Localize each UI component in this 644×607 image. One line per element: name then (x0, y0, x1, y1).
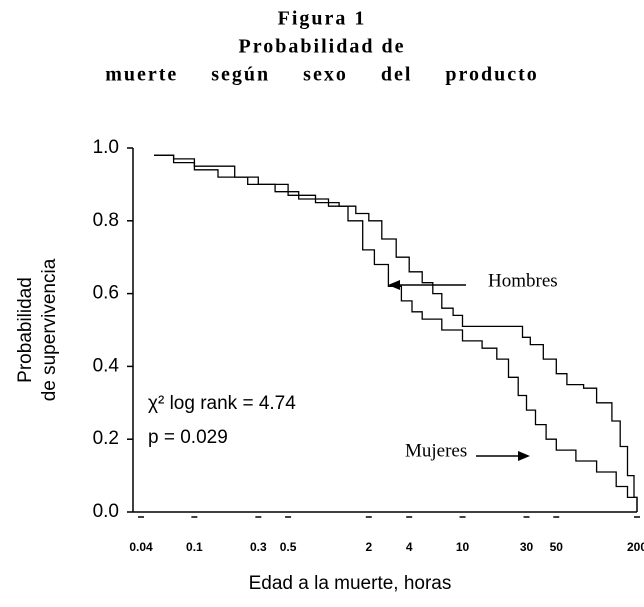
annotation: χ² log rank = 4.74 (148, 393, 296, 414)
y-label: de supervivencia (39, 258, 60, 401)
x-tick-label: 50 (550, 540, 564, 554)
survival-curve (154, 154, 638, 512)
title-line: Probabilidad de (239, 36, 406, 58)
x-tick-label: 0.5 (280, 540, 297, 554)
y-tick-label: 0.0 (93, 501, 119, 522)
x-tick-label: 0.3 (250, 540, 267, 554)
title-line: Figura 1 (278, 8, 367, 30)
x-tick-label: 30 (520, 540, 534, 554)
legend-label: Hombres (488, 270, 558, 291)
title-line: muerte según sexo del producto (105, 64, 539, 86)
x-tick-label: 2 (365, 540, 372, 554)
arrowhead (518, 451, 530, 461)
x-tick-label: 0.1 (186, 540, 203, 554)
x-tick-label: 10 (456, 540, 470, 554)
y-tick-label: 0.4 (93, 355, 120, 376)
survival-curve (154, 154, 638, 512)
annotation: p = 0.029 (148, 427, 228, 448)
arrowhead (388, 280, 400, 290)
y-tick-label: 0.8 (93, 210, 119, 231)
y-tick-label: 0.2 (93, 428, 119, 449)
x-label: Edad a la muerte, horas (249, 573, 452, 594)
legend-label: Mujeres (405, 440, 467, 461)
x-tick-label: 4 (406, 540, 413, 554)
y-tick-label: 1.0 (93, 137, 119, 158)
x-tick-label: 200 (627, 540, 644, 554)
y-tick-label: 0.6 (93, 283, 119, 304)
x-tick-label: 0.04 (129, 540, 153, 554)
y-label: Probabilidad (15, 277, 36, 383)
